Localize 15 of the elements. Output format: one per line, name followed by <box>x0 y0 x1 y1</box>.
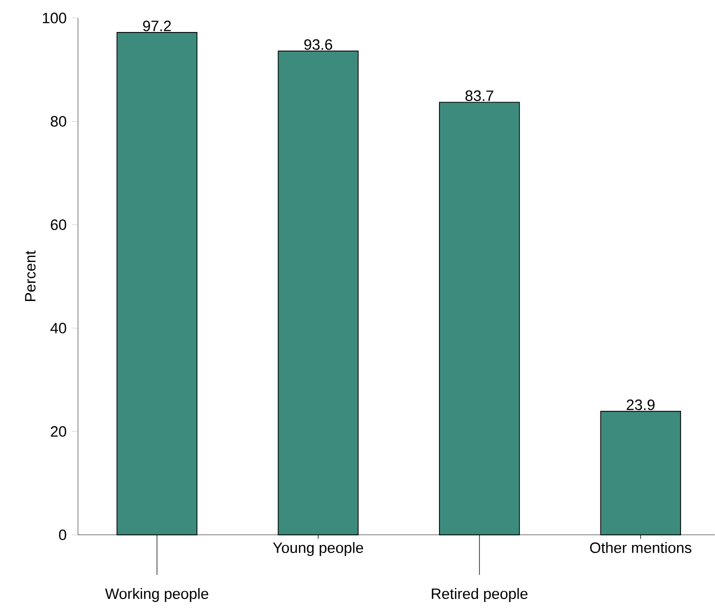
x-tick-label: Young people <box>272 542 364 556</box>
y-tick-label: 40 <box>50 322 66 334</box>
data-label: 83.7 <box>465 90 494 102</box>
y-axis-title: Percent <box>25 250 36 302</box>
y-tick-label: 0 <box>59 530 66 540</box>
y-tick-label: 20 <box>50 426 66 437</box>
data-label: 97.2 <box>143 20 171 32</box>
x-tick-label: Working people <box>105 588 208 602</box>
x-tick-label: Other mentions <box>590 542 692 554</box>
y-tick-label: 100 <box>42 12 66 24</box>
y-tick-label: 60 <box>50 220 66 230</box>
y-tick-label: 80 <box>50 116 66 127</box>
data-label: 93.6 <box>304 39 332 50</box>
data-label: 23.9 <box>626 400 655 410</box>
x-tick-label: Retired people <box>432 588 528 602</box>
